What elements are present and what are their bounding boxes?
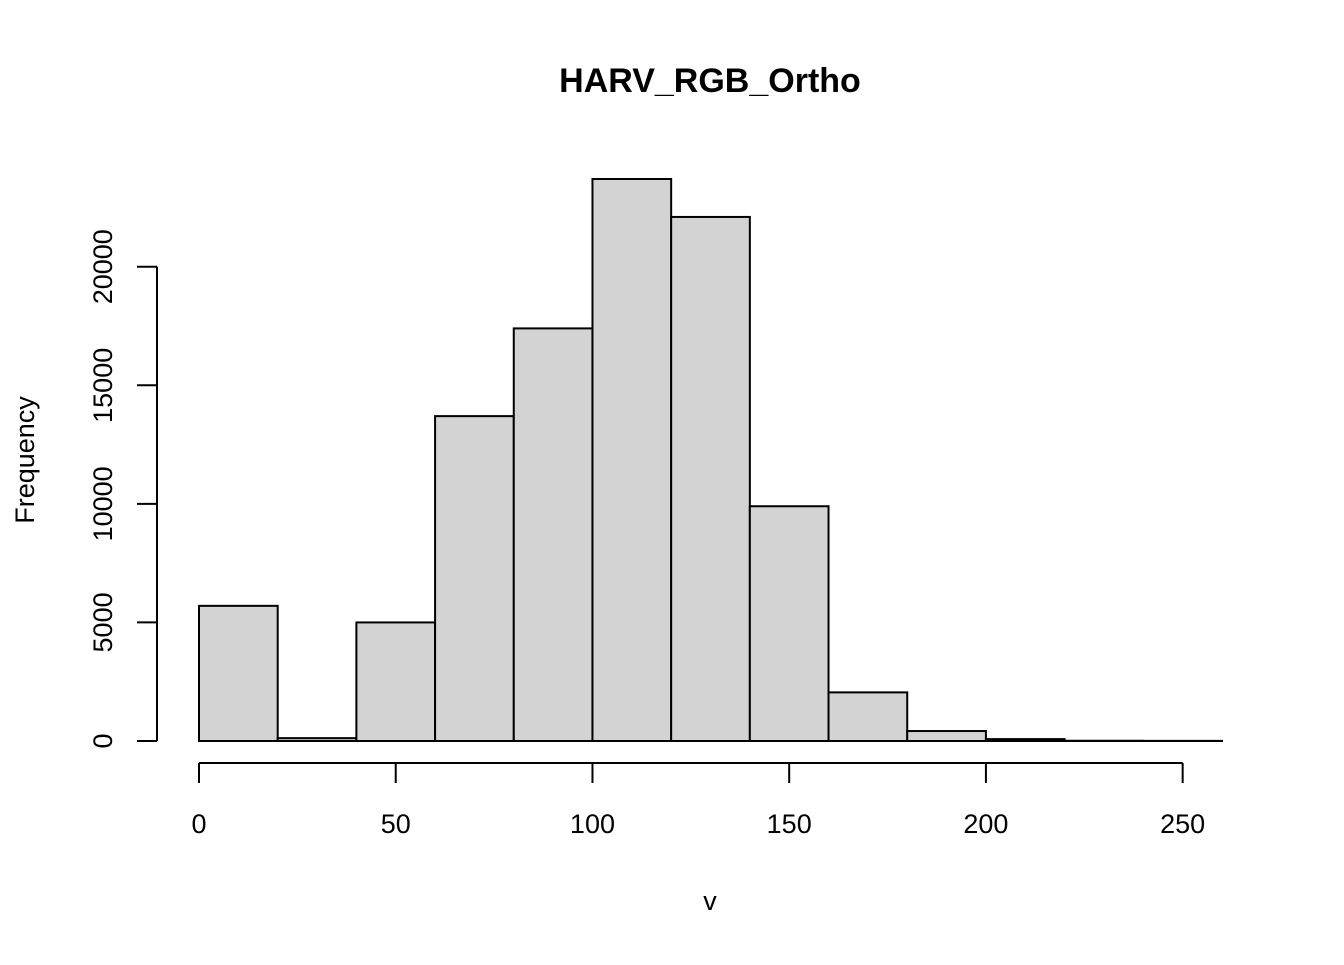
x-tick-label: 250 — [1160, 809, 1205, 839]
histogram-bars — [199, 179, 1222, 741]
x-axis: 0 50 100 150 200 250 — [191, 763, 1205, 839]
x-tick-label: 150 — [767, 809, 812, 839]
x-tick-label: 200 — [963, 809, 1008, 839]
histogram-bar — [671, 217, 750, 741]
histogram-bar — [907, 731, 986, 741]
y-tick-label: 20000 — [88, 229, 118, 304]
x-tick-label: 0 — [191, 809, 206, 839]
chart-title: HARV_RGB_Ortho — [559, 62, 861, 100]
x-axis-label: v — [703, 886, 717, 916]
y-tick-label: 15000 — [88, 348, 118, 423]
y-tick-label: 0 — [88, 733, 118, 748]
histogram-bar — [829, 692, 908, 741]
x-tick-label: 100 — [570, 809, 615, 839]
y-axis: 0 5000 10000 15000 20000 — [88, 229, 157, 748]
histogram-bar — [199, 606, 278, 741]
histogram-bar — [750, 506, 829, 741]
x-tick-label: 50 — [381, 809, 411, 839]
y-tick-label: 10000 — [88, 466, 118, 541]
histogram-bar — [435, 416, 514, 741]
histogram-bar — [514, 328, 593, 741]
histogram-bar — [356, 622, 435, 741]
y-axis-label: Frequency — [10, 396, 40, 524]
y-tick-label: 5000 — [88, 592, 118, 652]
histogram-bar — [592, 179, 671, 741]
